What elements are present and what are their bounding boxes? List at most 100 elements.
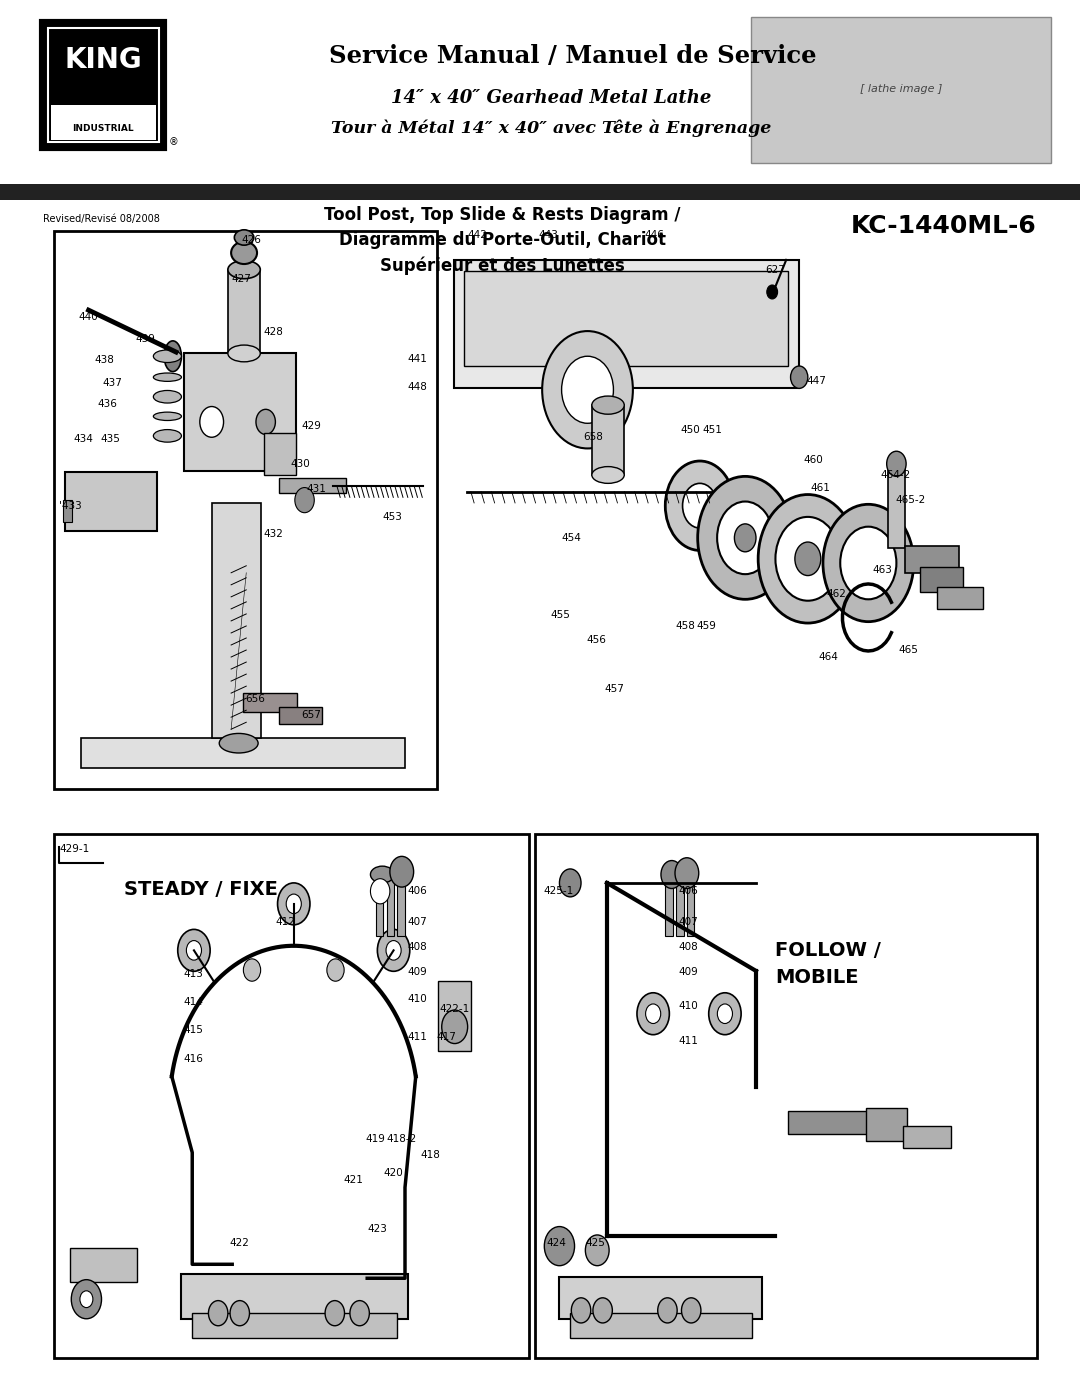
Text: 446: 446	[645, 229, 664, 240]
Ellipse shape	[228, 260, 260, 279]
Circle shape	[386, 940, 401, 960]
Text: 440: 440	[79, 312, 98, 323]
Text: Tour à Métal 14″ x 40″ avec Tête à Engrenage: Tour à Métal 14″ x 40″ avec Tête à Engre…	[330, 120, 771, 137]
Text: 428: 428	[264, 327, 283, 338]
Text: 461: 461	[810, 482, 829, 493]
Circle shape	[571, 1298, 591, 1323]
Circle shape	[767, 285, 778, 299]
Text: 429-1: 429-1	[59, 844, 90, 855]
Text: 434: 434	[73, 433, 93, 444]
Bar	[387, 875, 394, 936]
Bar	[54, 231, 437, 789]
Text: 463: 463	[873, 564, 892, 576]
Text: 425-1: 425-1	[543, 886, 573, 897]
Text: 656: 656	[245, 693, 265, 704]
Circle shape	[698, 476, 793, 599]
Bar	[903, 1126, 951, 1148]
Bar	[937, 587, 983, 609]
Bar	[751, 17, 1051, 163]
Bar	[438, 981, 471, 1051]
Circle shape	[327, 958, 345, 981]
Text: 450: 450	[680, 425, 700, 436]
Text: 442: 442	[468, 229, 487, 240]
Text: 658: 658	[583, 432, 603, 443]
Circle shape	[708, 993, 741, 1035]
Text: 418-2: 418-2	[387, 1133, 417, 1144]
Text: 411: 411	[678, 1035, 698, 1046]
Text: 460: 460	[804, 454, 823, 465]
Bar	[181, 1274, 408, 1319]
Text: 429: 429	[301, 420, 321, 432]
Text: 424: 424	[546, 1238, 566, 1249]
Circle shape	[562, 356, 613, 423]
Text: 432: 432	[264, 528, 283, 539]
Text: 454: 454	[562, 532, 581, 543]
Text: Service Manual / Manuel de Service: Service Manual / Manuel de Service	[328, 43, 816, 68]
Bar	[41, 21, 165, 149]
Circle shape	[717, 502, 773, 574]
Circle shape	[658, 1298, 677, 1323]
Bar	[264, 433, 296, 475]
Ellipse shape	[153, 391, 181, 404]
Text: 408: 408	[407, 942, 427, 953]
Circle shape	[256, 409, 275, 434]
Bar	[788, 1111, 873, 1134]
Ellipse shape	[228, 345, 260, 362]
Text: 413: 413	[184, 968, 203, 979]
Circle shape	[295, 488, 314, 513]
Bar	[535, 834, 1037, 1358]
Text: 439: 439	[135, 334, 154, 345]
Text: 627: 627	[766, 264, 785, 275]
Ellipse shape	[370, 866, 394, 883]
Circle shape	[887, 451, 906, 476]
Circle shape	[559, 869, 581, 897]
Bar	[65, 472, 157, 531]
Ellipse shape	[219, 733, 258, 753]
Text: 437: 437	[103, 377, 122, 388]
Circle shape	[390, 856, 414, 887]
Text: Diagramme du Porte-Outil, Chariot: Diagramme du Porte-Outil, Chariot	[339, 232, 665, 249]
Bar	[376, 875, 383, 936]
Bar	[464, 271, 788, 366]
Bar	[81, 738, 405, 768]
Bar	[454, 260, 799, 388]
Text: 455: 455	[551, 609, 570, 620]
Bar	[888, 467, 905, 548]
Circle shape	[840, 527, 896, 599]
Text: 427: 427	[231, 274, 251, 285]
Circle shape	[675, 858, 699, 888]
Bar	[63, 500, 72, 522]
Text: 448: 448	[407, 381, 427, 393]
Text: 426: 426	[242, 235, 261, 246]
Text: 414: 414	[184, 996, 203, 1007]
Text: 415: 415	[184, 1024, 203, 1035]
Bar	[192, 1313, 397, 1338]
Text: 465: 465	[899, 644, 918, 655]
Bar	[51, 105, 156, 140]
Text: 416: 416	[184, 1053, 203, 1065]
Ellipse shape	[153, 351, 181, 362]
Bar	[920, 567, 963, 592]
Bar	[866, 1108, 907, 1141]
Text: 430: 430	[291, 458, 310, 469]
Bar	[54, 834, 529, 1358]
Circle shape	[795, 542, 821, 576]
Text: 408: 408	[678, 942, 698, 953]
Circle shape	[637, 993, 670, 1035]
Text: '433: '433	[59, 500, 82, 511]
Text: INDUSTRIAL: INDUSTRIAL	[72, 124, 134, 134]
Text: 451: 451	[702, 425, 721, 436]
Text: 406: 406	[407, 886, 427, 897]
Bar	[48, 28, 159, 142]
Bar	[592, 405, 624, 475]
Bar	[570, 1313, 752, 1338]
Ellipse shape	[592, 397, 624, 415]
Text: 431: 431	[307, 483, 326, 495]
Text: 409: 409	[678, 967, 698, 978]
Text: 456: 456	[586, 634, 606, 645]
Bar	[184, 353, 296, 471]
Circle shape	[200, 407, 224, 437]
Ellipse shape	[153, 430, 181, 443]
Circle shape	[80, 1291, 93, 1308]
Text: 422: 422	[229, 1238, 248, 1249]
